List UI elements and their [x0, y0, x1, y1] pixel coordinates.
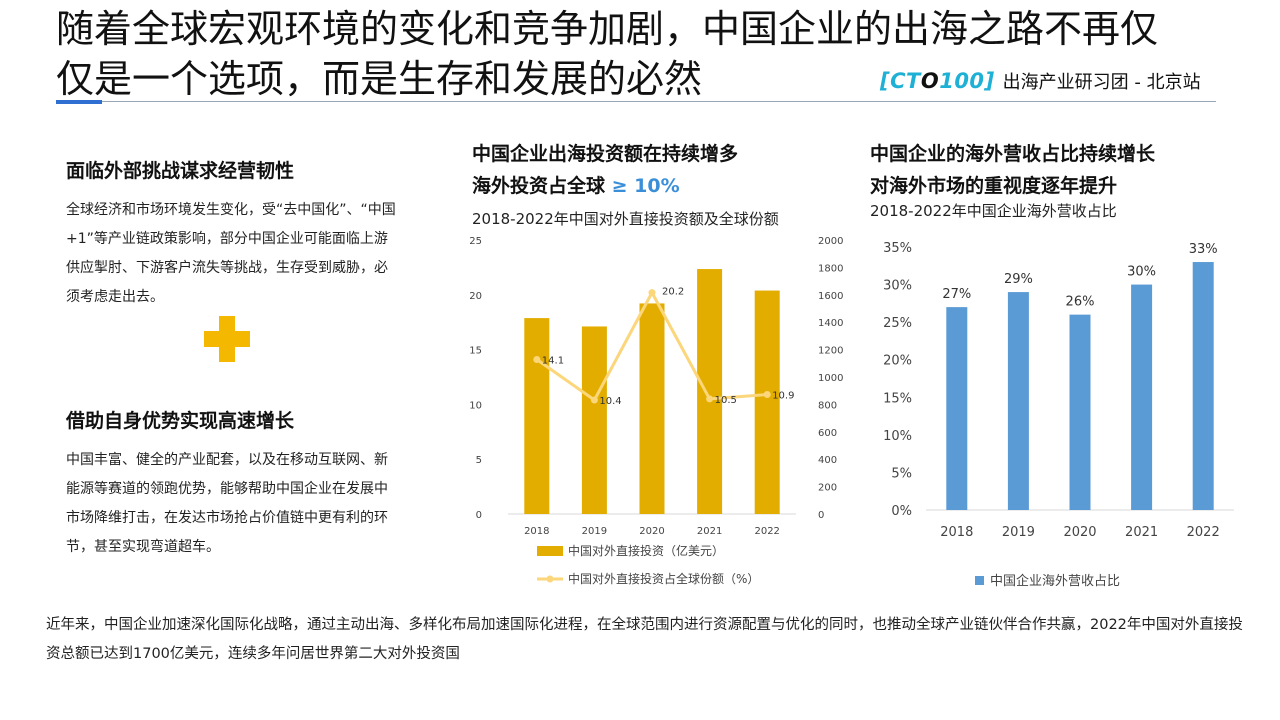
- chart1-y-right-tick: 2000: [818, 236, 843, 247]
- logo-mark-left: [CT: [880, 69, 921, 93]
- chart1-x-tick: 2020: [639, 526, 664, 537]
- chart1-data-label: 14.1: [542, 355, 564, 366]
- chart1-legend-line-label: 中国对外直接投资占全球份额（%）: [568, 571, 759, 586]
- chart1-line-point: [533, 355, 541, 363]
- page-title: 随着全球宏观环境的变化和竞争加剧，中国企业的出海之路不再仅 仅是一个选项，而是生…: [56, 7, 1159, 101]
- chart1-y-left-tick: 10: [469, 400, 482, 411]
- chart1-y-left-tick: 0: [476, 510, 482, 521]
- chart2-y-tick: 15%: [883, 391, 912, 406]
- chart1-y-left-tick: 5: [476, 455, 482, 466]
- logo-mark: [CTO100]: [880, 69, 995, 93]
- logo-text: 出海产业研习团 - 北京站: [1002, 72, 1201, 93]
- header-accent-bar: [56, 100, 102, 104]
- chart2-y-tick: 0%: [891, 504, 912, 519]
- chart1-line-point: [706, 395, 714, 403]
- chart1-line-point: [590, 396, 598, 404]
- chart1-y-right-tick: 1600: [818, 291, 843, 302]
- section1-text: 全球经济和市场环境发生变化，受“去中国化”、“中国+1”等产业链政策影响，部分中…: [66, 202, 396, 305]
- chart1-data-label: 10.5: [715, 395, 737, 406]
- chart1-y-left-tick: 20: [469, 291, 482, 302]
- chart1-legend-line-marker: [546, 575, 554, 583]
- chart2-y-tick: 30%: [883, 279, 912, 294]
- header-divider: [56, 101, 1216, 102]
- chart2-legend-label: 中国企业海外营收占比: [990, 573, 1120, 589]
- chart1-y-right-tick: 400: [818, 455, 837, 466]
- chart2-x-tick: 2022: [1187, 525, 1220, 540]
- chart2-x-tick: 2020: [1063, 525, 1096, 540]
- chart1-bar: [697, 269, 723, 514]
- chart1-bar: [524, 318, 550, 514]
- chart1-y-right-tick: 800: [818, 400, 837, 411]
- chart1-title-highlight: ≥ 10%: [611, 175, 680, 197]
- section2-title: 借助自身优势实现高速增长: [66, 410, 295, 432]
- chart2-svg: 0% 5% 10% 15% 20% 25% 30% 35% 27% 2018 29% 2019 26% 2…: [883, 241, 1234, 589]
- chart2-bar: [1192, 262, 1214, 510]
- chart2-y-tick: 35%: [883, 241, 912, 256]
- chart1-line-point: [763, 391, 771, 399]
- plus-icon: [204, 316, 250, 362]
- chart1-y-left-tick: 15: [469, 346, 482, 357]
- chart1-legend-bar-label: 中国对外直接投资（亿美元）: [568, 543, 724, 558]
- chart2-bar: [1007, 292, 1029, 510]
- chart2-x-tick: 2019: [1002, 525, 1035, 540]
- chart2-data-label: 27%: [942, 287, 971, 302]
- footer-text: 近年来，中国企业加速深化国际化战略，通过主动出海、多样化布局加速国际化进程，在全…: [46, 617, 1243, 662]
- chart1-subtitle: 2018-2022年中国对外直接投资额及全球份额: [472, 210, 779, 228]
- chart1-svg: 0 5 10 15 20 25 0 200 400 600 800 1000 1200 1400 1600 1…: [469, 236, 843, 586]
- chart2-data-label: 29%: [1004, 272, 1033, 287]
- chart1-x-tick: 2021: [697, 526, 722, 537]
- chart1-legend-bar-swatch: [537, 546, 563, 556]
- chart2-legend-swatch: [975, 576, 984, 585]
- chart2-bar: [1069, 314, 1091, 510]
- chart2-x-tick: 2018: [940, 525, 973, 540]
- section2-text: 中国丰富、健全的产业配套，以及在移动互联网、新能源等赛道的领跑优势，能够帮助中国…: [66, 452, 388, 555]
- chart1-line-point: [648, 289, 656, 297]
- chart1-title: 中国企业出海投资额在持续增多 海外投资占全球 ≥ 10%: [472, 138, 738, 202]
- chart2-y-tick: 10%: [883, 429, 912, 444]
- chart1-data-label: 10.9: [772, 391, 794, 402]
- chart1-bar: [754, 290, 780, 514]
- chart1-y-right-tick: 0: [818, 510, 824, 521]
- chart1-x-tick: 2019: [582, 526, 607, 537]
- logo-mark-mid: O: [920, 69, 940, 93]
- chart2-subtitle: 2018-2022年中国企业海外营收占比: [870, 202, 1117, 220]
- chart2-y-tick: 5%: [891, 466, 912, 481]
- chart1-data-label: 10.4: [599, 396, 621, 407]
- chart2-y-tick: 20%: [883, 354, 912, 369]
- chart1-y-right-tick: 1800: [818, 263, 843, 274]
- chart1-y-left-tick: 25: [469, 236, 482, 247]
- chart1-title-line2-prefix: 海外投资占全球: [472, 175, 612, 197]
- chart2-title: 中国企业的海外营收占比持续增长 对海外市场的重视度逐年提升: [870, 138, 1155, 202]
- chart2-bar: [946, 307, 968, 510]
- chart1-x-tick: 2018: [524, 526, 549, 537]
- chart2-bar: [1131, 284, 1153, 510]
- chart2-title-line1: 中国企业的海外营收占比持续增长: [870, 143, 1156, 165]
- chart1-y-right-tick: 1000: [818, 373, 843, 384]
- chart1-y-right-tick: 600: [818, 428, 837, 439]
- chart2-y-tick: 25%: [883, 316, 912, 331]
- chart2-data-label: 33%: [1189, 242, 1218, 257]
- chart2-data-label: 26%: [1066, 295, 1095, 310]
- chart1-data-label: 20.2: [662, 287, 684, 298]
- chart2-title-line2: 对海外市场的重视度逐年提升: [870, 175, 1118, 197]
- chart1-y-right-tick: 1200: [818, 346, 843, 357]
- section1-title: 面临外部挑战谋求经营韧性: [66, 160, 295, 182]
- chart1-y-right-tick: 200: [818, 483, 837, 494]
- chart2-x-tick: 2021: [1125, 525, 1158, 540]
- chart1-title-line1: 中国企业出海投资额在持续增多: [472, 143, 739, 165]
- brand-logo: [CTO100] 出海产业研习团 - 北京站: [880, 67, 1201, 95]
- chart1-title-line2: 海外投资占全球 ≥ 10%: [472, 170, 738, 202]
- chart1-y-right-tick: 1400: [818, 318, 843, 329]
- chart2-data-label: 30%: [1127, 265, 1156, 280]
- chart1-x-tick: 2022: [754, 526, 779, 537]
- chart1-bar: [581, 326, 607, 514]
- logo-mark-right: 100]: [939, 69, 995, 93]
- chart1-bar: [639, 303, 665, 514]
